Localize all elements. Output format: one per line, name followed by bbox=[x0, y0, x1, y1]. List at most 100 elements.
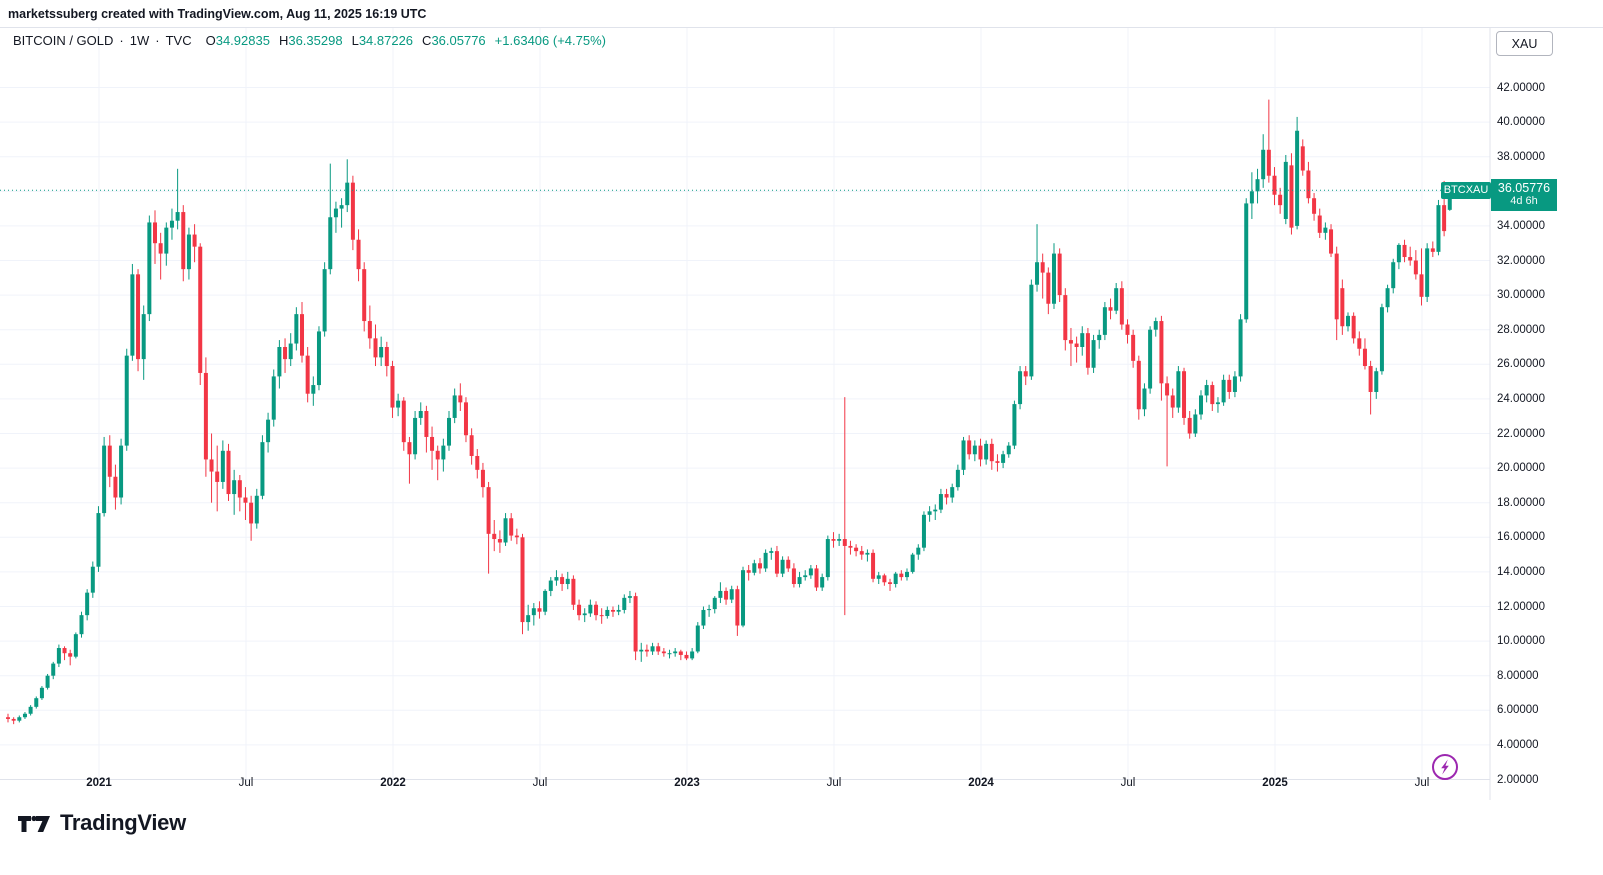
candle-body bbox=[480, 469, 485, 488]
candle-body bbox=[1295, 130, 1300, 226]
price-tick-label: 32.00000 bbox=[1497, 254, 1545, 267]
candle-body bbox=[1204, 385, 1209, 396]
candle-body bbox=[243, 497, 248, 503]
candle-body bbox=[531, 608, 536, 616]
interval-label[interactable]: 1W bbox=[129, 33, 150, 48]
candle-body bbox=[1442, 205, 1447, 232]
candle-body bbox=[1323, 227, 1328, 233]
time-tick-label: Jul bbox=[238, 777, 254, 789]
candle-body bbox=[577, 604, 582, 616]
candle-body bbox=[746, 570, 751, 573]
candle-body bbox=[1187, 417, 1192, 434]
candle-body bbox=[1425, 248, 1430, 297]
price-tick-label: 38.00000 bbox=[1497, 150, 1545, 163]
candle-body bbox=[729, 589, 734, 600]
tradingview-logo[interactable]: TradingView bbox=[17, 809, 186, 837]
candle-body bbox=[820, 577, 825, 588]
candle-body bbox=[1046, 272, 1051, 304]
candle-body bbox=[927, 511, 932, 515]
time-tick-label: Jul bbox=[1120, 777, 1136, 789]
candle-body bbox=[1266, 149, 1271, 176]
candle-body bbox=[757, 563, 762, 569]
candle-body bbox=[1051, 253, 1056, 304]
candle-body bbox=[407, 442, 412, 455]
candle-body bbox=[209, 459, 214, 472]
candle-body bbox=[1159, 321, 1164, 384]
price-unit-button[interactable]: XAU bbox=[1496, 31, 1553, 56]
candle-body bbox=[1142, 388, 1147, 410]
candle-body bbox=[565, 578, 570, 585]
candle-body bbox=[825, 539, 830, 578]
candle-body bbox=[119, 445, 124, 498]
candle-body bbox=[1097, 334, 1102, 341]
price-tick-label: 24.00000 bbox=[1497, 392, 1545, 405]
chart-legend[interactable]: BITCOIN / GOLD · 1W · TVC O34.92835 H36.… bbox=[13, 33, 606, 48]
candle-body bbox=[752, 563, 757, 573]
candle-body bbox=[944, 494, 949, 498]
candle-body bbox=[1283, 161, 1288, 219]
candle-body bbox=[1255, 179, 1260, 192]
candle-body bbox=[1125, 324, 1130, 335]
candle-body bbox=[599, 615, 604, 617]
candle-body bbox=[384, 347, 389, 367]
candle-body bbox=[803, 575, 808, 578]
candle-body bbox=[995, 461, 1000, 463]
candle-body bbox=[616, 609, 621, 612]
candle-body bbox=[1114, 288, 1119, 311]
candle-body bbox=[871, 552, 876, 579]
candle-body bbox=[1345, 315, 1350, 327]
candle-body bbox=[492, 533, 497, 540]
candle-body bbox=[797, 577, 802, 585]
candle-body bbox=[972, 445, 977, 455]
candle-body bbox=[96, 513, 101, 567]
open-value: O34.92835 bbox=[205, 33, 270, 48]
candle-body bbox=[1029, 284, 1034, 377]
candle-body bbox=[1182, 371, 1187, 418]
lightning-icon[interactable] bbox=[1431, 753, 1459, 781]
candle-body bbox=[62, 648, 67, 654]
candle-body bbox=[447, 417, 452, 446]
price-tick-label: 30.00000 bbox=[1497, 289, 1545, 302]
candle-body bbox=[6, 717, 10, 719]
candle-body bbox=[1001, 454, 1006, 463]
candle-body bbox=[780, 559, 785, 574]
ohlc-values: O34.92835 H36.35298 L34.87226 C36.05776 bbox=[206, 33, 486, 48]
candle-body bbox=[1447, 190, 1452, 210]
candle-body bbox=[594, 604, 599, 616]
time-tick-label: Jul bbox=[826, 777, 842, 789]
candle-body bbox=[283, 347, 288, 360]
candle-body bbox=[1419, 274, 1424, 297]
candle-body bbox=[537, 608, 542, 612]
candle-body bbox=[978, 445, 983, 460]
price-tick-label: 8.00000 bbox=[1497, 669, 1539, 682]
candle-body bbox=[808, 568, 813, 576]
price-tick-label: 2.00000 bbox=[1497, 773, 1539, 786]
candle-body bbox=[1148, 329, 1153, 389]
candle-body bbox=[656, 646, 661, 652]
candle-body bbox=[859, 551, 864, 555]
candle-body bbox=[130, 274, 135, 356]
candle-body bbox=[967, 440, 972, 455]
legend-separator: · bbox=[155, 33, 160, 48]
candle-body bbox=[102, 445, 107, 514]
candle-body bbox=[435, 450, 440, 460]
candle-body bbox=[158, 243, 163, 254]
candle-body bbox=[345, 182, 350, 206]
candle-body bbox=[1102, 307, 1107, 335]
candle-body bbox=[1131, 334, 1136, 361]
candle-body bbox=[605, 609, 610, 617]
candle-body bbox=[373, 338, 378, 358]
candle-body bbox=[1340, 288, 1345, 327]
candle-body bbox=[153, 222, 158, 244]
candle-body bbox=[475, 455, 480, 470]
candle-body bbox=[356, 239, 361, 270]
symbol-title[interactable]: BITCOIN / GOLD bbox=[13, 33, 114, 48]
candle-body bbox=[90, 566, 95, 593]
price-tick-label: 42.00000 bbox=[1497, 81, 1545, 94]
candle-body bbox=[1306, 170, 1311, 199]
candle-body bbox=[916, 547, 921, 555]
candle-body bbox=[249, 502, 254, 524]
candle-body bbox=[1074, 343, 1079, 347]
current-price-value: 36.05776 bbox=[1497, 181, 1551, 196]
